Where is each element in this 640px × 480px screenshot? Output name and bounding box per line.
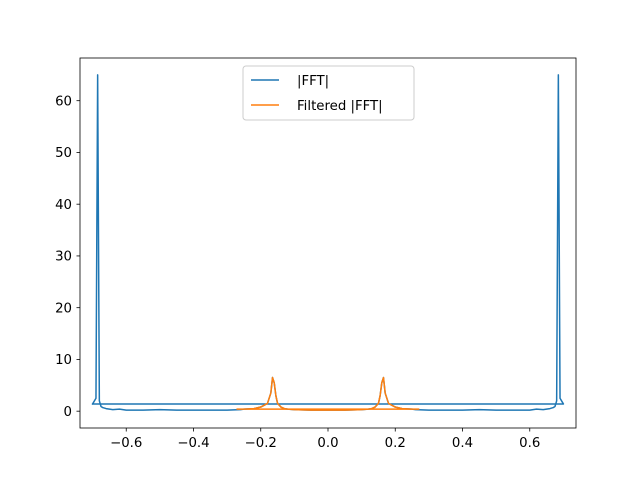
y-tick-label: 60 (55, 94, 72, 109)
x-tick-label: −0.4 (177, 436, 209, 451)
series-layer (91, 74, 565, 411)
x-tick-label: 0.4 (452, 436, 473, 451)
y-tick-label: 30 (55, 250, 72, 265)
x-tick-label: −0.2 (245, 436, 277, 451)
series-line-1 (236, 376, 420, 411)
y-tick-label: 20 (55, 301, 72, 316)
x-tick-label: −0.6 (110, 436, 142, 451)
legend-label-1: Filtered |FFT| (297, 99, 383, 114)
x-tick-label: 0.2 (385, 436, 406, 451)
x-tick-label: 0.0 (317, 436, 338, 451)
x-tick-label: 0.6 (519, 436, 540, 451)
y-tick-label: 50 (55, 146, 72, 161)
y-tick-label: 40 (55, 198, 72, 213)
axes-layer: −0.6 −0.4 −0.2 0.0 0.2 0.4 0.6 0 10 20 30 40 50 60 (55, 57, 577, 451)
legend-label-0: |FFT| (297, 74, 329, 89)
y-tick-label: 0 (64, 405, 72, 420)
legend-box (242, 65, 415, 121)
legend: |FFT| Filtered |FFT| (242, 65, 415, 121)
y-tick-label: 10 (55, 353, 72, 368)
